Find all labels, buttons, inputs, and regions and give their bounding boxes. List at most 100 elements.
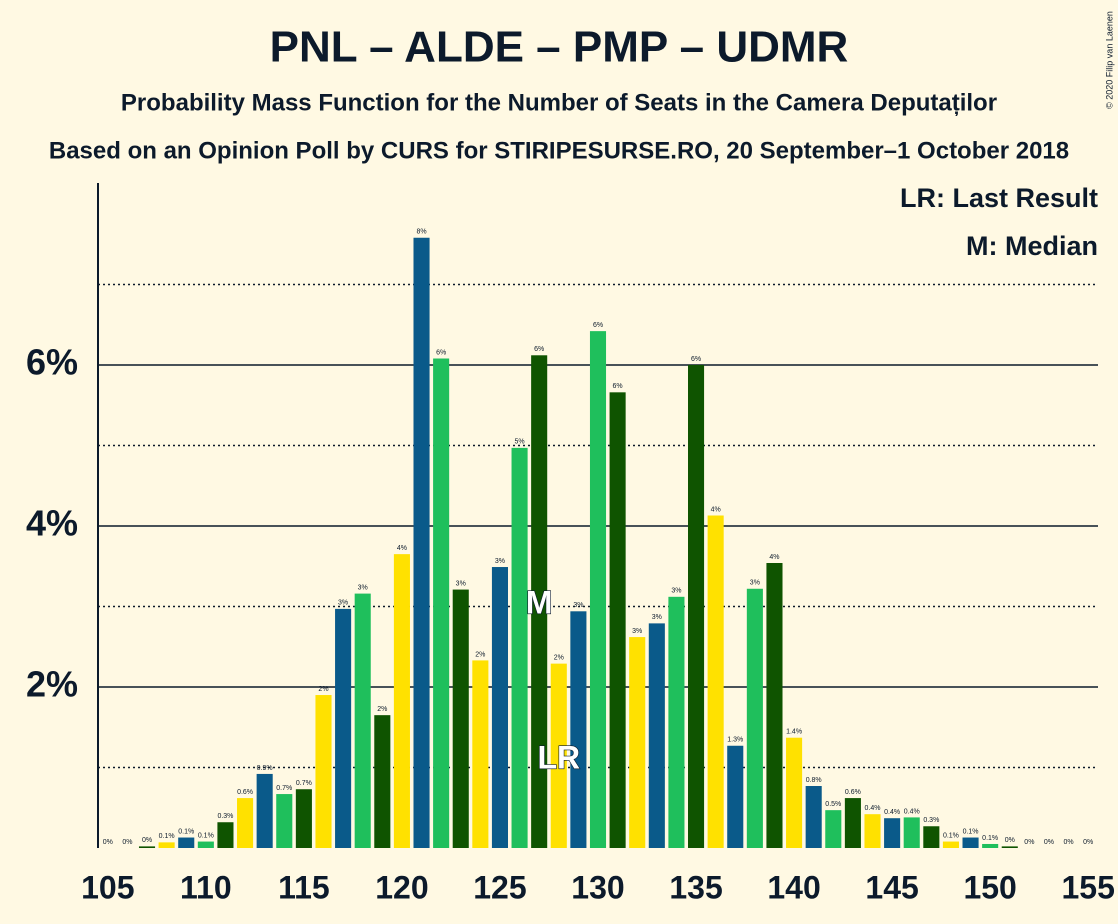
value-label: 3% (652, 614, 662, 621)
value-label: 0.6% (237, 789, 253, 796)
value-label: 0% (1005, 837, 1015, 844)
bar (629, 637, 646, 848)
value-label: 0.9% (257, 765, 273, 772)
bar (138, 846, 156, 848)
value-label: 0.4% (884, 809, 900, 816)
value-label: 0.1% (982, 835, 998, 842)
bar (844, 798, 861, 848)
value-label: 0% (1024, 839, 1034, 846)
value-label: 0.3% (217, 813, 233, 820)
bar (766, 563, 783, 848)
value-label: 0% (1064, 839, 1074, 846)
bar (982, 843, 999, 848)
bar (433, 358, 450, 848)
x-tick-label: 130 (571, 869, 624, 905)
bar (903, 817, 920, 848)
bar (864, 814, 881, 848)
bar (609, 392, 626, 848)
bar (452, 589, 469, 848)
bar (256, 773, 273, 848)
bar (295, 789, 312, 848)
y-tick-label: 6% (26, 341, 78, 382)
value-label: 2% (554, 654, 564, 661)
value-label: 0% (1083, 839, 1093, 846)
value-label: 0% (103, 839, 113, 846)
bar (197, 841, 214, 848)
value-label: 5% (515, 439, 525, 446)
bar (707, 515, 724, 848)
bar (746, 588, 763, 848)
value-label: 2% (318, 686, 328, 693)
legend-last-result: LR: Last Result (900, 183, 1098, 213)
value-label: 4% (711, 506, 721, 513)
value-label: 3% (456, 580, 466, 587)
chart-caption: Based on an Opinion Poll by CURS for STI… (49, 137, 1069, 164)
bar (276, 794, 293, 848)
value-label: 2% (377, 706, 387, 713)
value-label: 6% (534, 346, 544, 353)
value-label: 8% (416, 229, 426, 236)
value-label: 0.1% (159, 833, 175, 840)
value-label: 6% (436, 349, 446, 356)
x-tick-label: 135 (669, 869, 722, 905)
value-label: 3% (671, 588, 681, 595)
bar (688, 364, 705, 848)
value-label: 4% (397, 545, 407, 552)
bar (158, 842, 175, 848)
bar (393, 554, 410, 848)
bar (805, 786, 822, 848)
value-label: 6% (613, 383, 623, 390)
value-label: 0.1% (198, 832, 214, 839)
bar (472, 660, 489, 848)
bar (335, 608, 352, 848)
value-label: 6% (593, 322, 603, 329)
bar (374, 715, 391, 848)
value-label: 2% (475, 651, 485, 658)
x-tick-label: 140 (767, 869, 820, 905)
bar (315, 695, 332, 848)
bar (550, 663, 567, 848)
x-tick-label: 150 (963, 869, 1016, 905)
annotation: LR (537, 739, 580, 775)
x-tick-label: 110 (180, 869, 232, 905)
bar (962, 837, 979, 848)
x-tick-label: 120 (375, 869, 428, 905)
value-label: 1.4% (786, 729, 802, 736)
bar (923, 826, 940, 848)
value-label: 0.4% (865, 805, 881, 812)
value-label: 0.4% (904, 808, 920, 815)
value-label: 1.3% (727, 737, 743, 744)
bar (178, 837, 195, 848)
value-label: 3% (358, 584, 368, 591)
y-tick-label: 2% (26, 663, 78, 704)
bar (786, 737, 803, 848)
y-tick-label: 4% (26, 502, 78, 543)
value-label: 3% (338, 600, 348, 607)
bar (648, 623, 665, 848)
value-label: 3% (495, 558, 505, 565)
value-label: 3% (632, 628, 642, 635)
bar (825, 810, 842, 848)
bar (217, 822, 234, 848)
value-label: 3% (750, 580, 760, 587)
legend-median: M: Median (966, 231, 1098, 261)
bar (942, 841, 959, 848)
bar (491, 567, 508, 848)
bar (413, 237, 430, 849)
chart-subtitle: Probability Mass Function for the Number… (121, 89, 997, 116)
copyright: © 2020 Filip van Laenen (1104, 11, 1114, 109)
bar (668, 596, 685, 848)
bar (511, 447, 528, 848)
value-label: 0.7% (276, 785, 292, 792)
bar (727, 745, 744, 848)
value-label: 0.1% (963, 828, 979, 835)
value-label: 0% (142, 837, 152, 844)
x-tick-label: 115 (278, 869, 330, 905)
value-label: 0.5% (825, 801, 841, 808)
value-label: 0.3% (923, 817, 939, 824)
annotation: M (526, 584, 553, 620)
x-tick-label: 155 (1062, 869, 1115, 905)
x-tick-label: 125 (473, 869, 526, 905)
bar (237, 798, 254, 848)
